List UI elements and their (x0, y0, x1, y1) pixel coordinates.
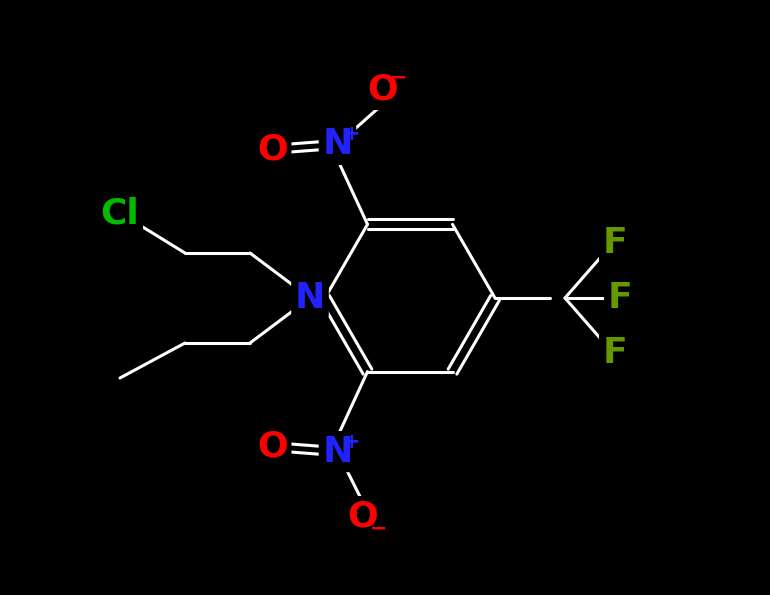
Text: F: F (608, 281, 632, 315)
Text: +: + (343, 124, 360, 145)
Text: N: N (323, 434, 353, 469)
Text: F: F (603, 336, 628, 370)
Text: O: O (367, 73, 398, 107)
Text: −: − (390, 67, 407, 87)
Text: +: + (343, 431, 360, 452)
Text: O: O (257, 430, 288, 464)
Text: O: O (347, 500, 378, 534)
Text: Cl: Cl (101, 196, 139, 230)
Text: −: − (370, 519, 387, 538)
Text: N: N (323, 127, 353, 161)
Text: N: N (295, 281, 325, 315)
Text: O: O (257, 133, 288, 167)
Text: F: F (603, 226, 628, 260)
